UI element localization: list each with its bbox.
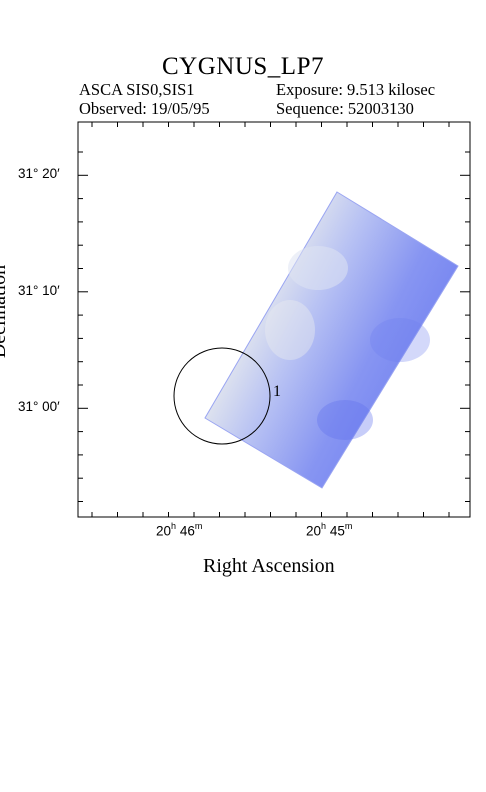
- axis-ticks: [78, 122, 470, 517]
- x-tick-hours: 20: [306, 523, 322, 539]
- observed-label: Observed: 19/05/95: [79, 99, 210, 118]
- plot-title: CYGNUS_LP7: [162, 53, 324, 80]
- instrument-label: ASCA SIS0,SIS1: [79, 80, 195, 99]
- source-region-circle: [173, 347, 271, 445]
- x-tick-label: 20h 46m: [156, 521, 203, 539]
- exposure-label: Exposure: 9.513 kilosec: [276, 80, 436, 99]
- x-axis-title: Right Ascension: [203, 555, 335, 577]
- y-tick-label: 31° 20′: [18, 166, 60, 181]
- x-tick-label: 20h 45m: [306, 521, 353, 539]
- source-label: 1: [273, 383, 281, 400]
- plot-frame: [77, 121, 471, 518]
- x-tick-minutes: 46: [179, 523, 195, 539]
- y-axis-title: Declination: [0, 264, 11, 359]
- exposure-map: [204, 191, 459, 489]
- y-tick-label: 31° 10′: [18, 283, 60, 298]
- x-tick-minutes: 45: [329, 523, 345, 539]
- y-tick-label: 31° 00′: [18, 399, 60, 414]
- sequence-label: Sequence: 52003130: [276, 99, 414, 118]
- x-tick-hours: 20: [156, 523, 172, 539]
